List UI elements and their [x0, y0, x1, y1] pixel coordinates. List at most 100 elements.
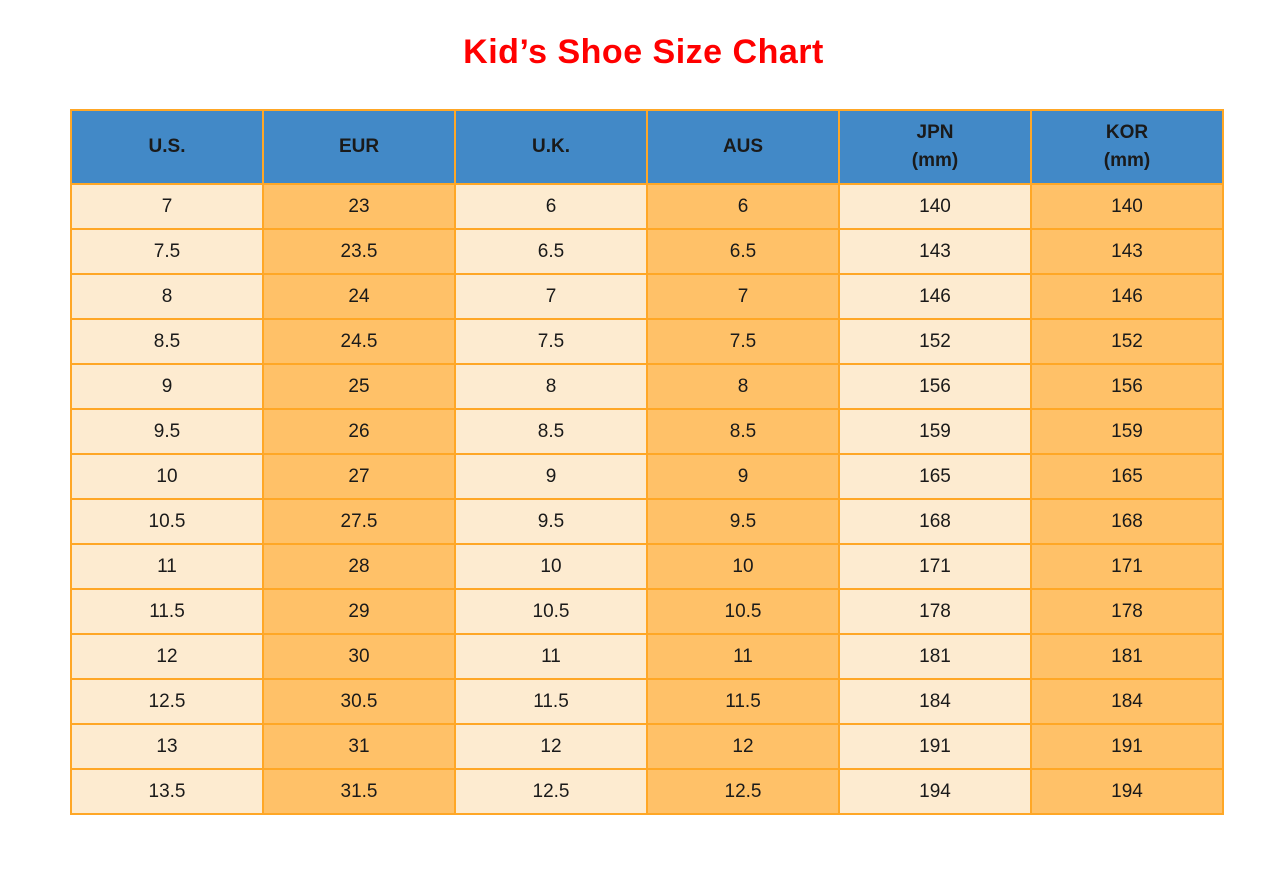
table-cell: 12.5 — [646, 768, 840, 815]
table-cell: 140 — [1030, 183, 1224, 230]
table-cell: 184 — [1030, 678, 1224, 725]
column-header: AUS — [646, 109, 840, 185]
table-cell: 8.5 — [70, 318, 264, 365]
table-cell: 191 — [838, 723, 1032, 770]
table-cell: 191 — [1030, 723, 1224, 770]
table-cell: 6.5 — [646, 228, 840, 275]
table-row: 8.5 24.5 7.5 7.5 152 152 — [70, 318, 1224, 365]
table-cell: 178 — [838, 588, 1032, 635]
table-cell: 26 — [262, 408, 456, 455]
column-header-line: U.K. — [532, 135, 570, 157]
table-cell: 165 — [1030, 453, 1224, 500]
table-cell: 143 — [838, 228, 1032, 275]
table-cell: 171 — [838, 543, 1032, 590]
table-cell: 12 — [70, 633, 264, 680]
table-cell: 194 — [838, 768, 1032, 815]
table-cell: 181 — [838, 633, 1032, 680]
table-cell: 178 — [1030, 588, 1224, 635]
table-cell: 24.5 — [262, 318, 456, 365]
column-header-line: EUR — [338, 135, 380, 157]
table-cell: 156 — [838, 363, 1032, 410]
table-cell: 8 — [646, 363, 840, 410]
table-cell: 29 — [262, 588, 456, 635]
table-row: 10 27 9 9 165 165 — [70, 453, 1224, 500]
header-row: U.S. EUR U.K. AUS JPN (mm) KOR (mm) — [70, 109, 1224, 185]
page-title: Kid’s Shoe Size Chart — [463, 33, 824, 71]
table-cell: 30.5 — [262, 678, 456, 725]
column-header: JPN (mm) — [838, 109, 1032, 185]
table-cell: 11.5 — [454, 678, 648, 725]
table-cell: 13.5 — [70, 768, 264, 815]
column-header-line: U.S. — [148, 135, 186, 157]
table-cell: 159 — [838, 408, 1032, 455]
table-cell: 25 — [262, 363, 456, 410]
table-row: 13.5 31.5 12.5 12.5 194 194 — [70, 768, 1224, 815]
table-cell: 12 — [646, 723, 840, 770]
table-cell: 10 — [70, 453, 264, 500]
table-cell: 11 — [70, 543, 264, 590]
table-row: 12.5 30.5 11.5 11.5 184 184 — [70, 678, 1224, 725]
table-cell: 184 — [838, 678, 1032, 725]
table-cell: 10 — [646, 543, 840, 590]
table-cell: 9.5 — [70, 408, 264, 455]
table-cell: 156 — [1030, 363, 1224, 410]
column-header-line: JPN — [916, 121, 954, 143]
table-cell: 9 — [454, 453, 648, 500]
table-cell: 11 — [646, 633, 840, 680]
table-cell: 23.5 — [262, 228, 456, 275]
column-header-line: (mm) — [1103, 150, 1151, 171]
table-cell: 146 — [1030, 273, 1224, 320]
table-cell: 6.5 — [454, 228, 648, 275]
table-cell: 27 — [262, 453, 456, 500]
table-cell: 7 — [70, 183, 264, 230]
table-cell: 152 — [1030, 318, 1224, 365]
table-cell: 23 — [262, 183, 456, 230]
table-cell: 27.5 — [262, 498, 456, 545]
table-cell: 140 — [838, 183, 1032, 230]
table-row: 7.5 23.5 6.5 6.5 143 143 — [70, 228, 1224, 275]
table-cell: 7 — [454, 273, 648, 320]
table-cell: 7.5 — [646, 318, 840, 365]
table-cell: 6 — [646, 183, 840, 230]
table-row: 11.5 29 10.5 10.5 178 178 — [70, 588, 1224, 635]
table-row: 13 31 12 12 191 191 — [70, 723, 1224, 770]
table-cell: 181 — [1030, 633, 1224, 680]
table-cell: 12 — [454, 723, 648, 770]
table-cell: 30 — [262, 633, 456, 680]
column-header-line: (mm) — [911, 150, 959, 171]
table-cell: 7 — [646, 273, 840, 320]
table-cell: 146 — [838, 273, 1032, 320]
table-row: 9 25 8 8 156 156 — [70, 363, 1224, 410]
table-row: 12 30 11 11 181 181 — [70, 633, 1224, 680]
column-header: U.S. — [70, 109, 264, 185]
column-header: U.K. — [454, 109, 648, 185]
table-row: 10.5 27.5 9.5 9.5 168 168 — [70, 498, 1224, 545]
table-cell: 31.5 — [262, 768, 456, 815]
table-cell: 8.5 — [454, 408, 648, 455]
table-cell: 159 — [1030, 408, 1224, 455]
table-cell: 11.5 — [646, 678, 840, 725]
table-header: U.S. EUR U.K. AUS JPN (mm) KOR (mm) — [70, 109, 1224, 185]
table-cell: 12.5 — [454, 768, 648, 815]
shoe-size-table: U.S. EUR U.K. AUS JPN (mm) KOR (mm) 7 23 6 6 140 140… — [70, 109, 1224, 815]
table-cell: 8.5 — [646, 408, 840, 455]
table-cell: 28 — [262, 543, 456, 590]
column-header-line: AUS — [722, 135, 764, 157]
table-cell: 12.5 — [70, 678, 264, 725]
table-cell: 9.5 — [646, 498, 840, 545]
column-header: EUR — [262, 109, 456, 185]
table-cell: 6 — [454, 183, 648, 230]
table-cell: 8 — [454, 363, 648, 410]
table-row: 9.5 26 8.5 8.5 159 159 — [70, 408, 1224, 455]
table-cell: 168 — [838, 498, 1032, 545]
table-cell: 24 — [262, 273, 456, 320]
table-cell: 143 — [1030, 228, 1224, 275]
table-row: 7 23 6 6 140 140 — [70, 183, 1224, 230]
table-cell: 13 — [70, 723, 264, 770]
table-cell: 11.5 — [70, 588, 264, 635]
table-row: 11 28 10 10 171 171 — [70, 543, 1224, 590]
table-cell: 152 — [838, 318, 1032, 365]
table-row: 8 24 7 7 146 146 — [70, 273, 1224, 320]
table-cell: 10.5 — [454, 588, 648, 635]
